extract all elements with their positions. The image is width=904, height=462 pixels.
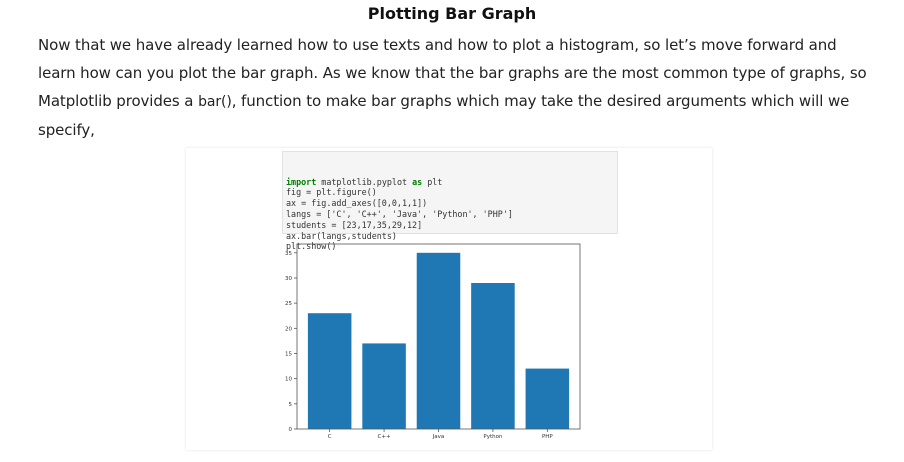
code-line-7: plt.show() (286, 241, 337, 252)
code-keyword: as (412, 176, 423, 187)
bar-php (525, 368, 570, 429)
y-tick-label: 5 (289, 402, 293, 408)
inline-code-bar: bar() (198, 94, 232, 110)
x-tick-label: Java (432, 434, 445, 440)
paragraph-text-before: Now that we have already learned how to … (38, 36, 867, 110)
bar-java (416, 252, 461, 429)
y-tick-label: 30 (285, 276, 292, 282)
paragraph-text-after: , function to make bar graphs which may … (38, 92, 850, 139)
bar-c (307, 313, 352, 429)
x-tick-label: Python (483, 434, 503, 440)
code-line-3: ax = fig.add_axes([0,0,1,1]) (286, 198, 428, 209)
y-tick-label: 10 (285, 377, 292, 383)
code-cell: import matplotlib.pyplot as plt fig = plt… (282, 151, 618, 251)
intro-paragraph: Now that we have already learned how to … (38, 31, 878, 144)
y-tick-label: 0 (289, 427, 293, 433)
bar-cplusplus (362, 343, 406, 429)
page-title: Plotting Bar Graph (367, 4, 537, 23)
x-tick-label: PHP (542, 434, 553, 440)
code-line-1: import matplotlib.pyplot as plt (286, 176, 443, 187)
y-tick-label: 25 (285, 301, 292, 307)
x-tick-label: C (328, 434, 332, 440)
bar-chart-plot: 0 5 10 15 20 25 30 35 C C++ Java Python PHP (285, 243, 581, 440)
code-line-6: ax.bar(langs,students) (286, 230, 397, 241)
bar-python (471, 283, 515, 429)
y-tick-label: 15 (285, 351, 292, 357)
x-tick-label: C++ (378, 434, 391, 440)
y-tick-label: 20 (285, 326, 292, 332)
code-keyword: import (286, 176, 317, 187)
code-line-5: students = [23,17,35,29,12] (286, 219, 423, 230)
y-tick-label: 35 (285, 251, 292, 257)
code-line-2: fig = plt.figure() (286, 187, 377, 198)
code-line-4: langs = ['C', 'C++', 'Java', 'Python', '… (286, 208, 513, 219)
